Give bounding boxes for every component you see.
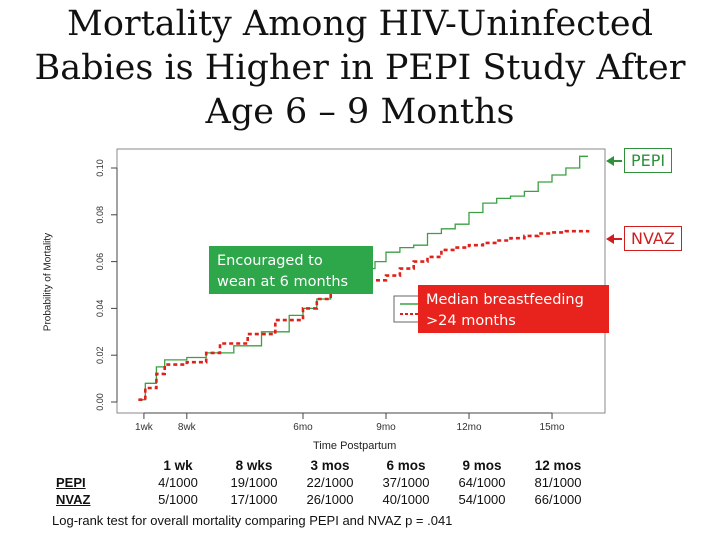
mortality-table: 1 wk 8 wks 3 mos 6 mos 9 mos 12 mos PEPI…	[52, 456, 596, 508]
table-cell: 37/1000	[382, 475, 430, 490]
x-axis: 1wk 8wk 6mo 9mo 12mo 15mo	[135, 412, 565, 433]
table-header-cell: 6 mos	[386, 457, 426, 473]
slide-title: Mortality Among HIV-Uninfected Babies is…	[0, 2, 720, 134]
footnote: Log-rank test for overall mortality comp…	[52, 513, 453, 528]
table-cell: 19/1000	[230, 475, 278, 490]
table-cell: 17/1000	[230, 492, 278, 507]
table-row-pepi: PEPI 4/1000 19/1000 22/1000 37/1000 64/1…	[52, 474, 596, 491]
y-axis-label: Probability of Mortality	[42, 232, 54, 332]
table-cell: 54/1000	[458, 492, 506, 507]
y-tick-label: 0.08	[95, 206, 105, 224]
wean-callout-line-2: wean at 6 months	[217, 274, 349, 290]
series-line-nvaz	[138, 229, 590, 401]
y-axis: 0.00 0.02 0.04 0.06 0.08 0.10	[95, 159, 118, 411]
pepi-arrow-head	[606, 156, 614, 166]
y-tick-label: 0.02	[95, 346, 105, 364]
table-cell: 5/1000	[158, 492, 198, 507]
x-tick-label: 12mo	[457, 422, 482, 433]
table-header-cell: 8 wks	[235, 457, 273, 473]
table-cell: 64/1000	[458, 475, 506, 490]
wean-callout: Encouraged to wean at 6 months	[209, 246, 373, 294]
x-tick-label: 9mo	[376, 422, 396, 433]
inner-legend-box	[393, 295, 421, 323]
y-tick-label: 0.04	[95, 300, 105, 318]
x-tick-label: 6mo	[293, 422, 313, 433]
table-header-cell: 1 wk	[163, 457, 193, 473]
x-tick-label: 15mo	[540, 422, 565, 433]
table-corner	[52, 456, 140, 474]
table-cell: 40/1000	[382, 492, 430, 507]
breastfeeding-callout-line-2: >24 months	[426, 313, 516, 329]
table-header-row: 1 wk 8 wks 3 mos 6 mos 9 mos 12 mos	[52, 456, 596, 474]
pepi-series-tag: PEPI	[624, 148, 673, 173]
x-tick-label: 8wk	[178, 422, 197, 433]
title-line-2: Babies is Higher in PEPI Study After	[34, 48, 686, 88]
table-row-nvaz: NVAZ 5/1000 17/1000 26/1000 40/1000 54/1…	[52, 491, 596, 508]
table-cell: 4/1000	[158, 475, 198, 490]
series-layer	[138, 155, 590, 401]
x-tick-label: 1wk	[135, 422, 154, 433]
title-line-3: Age 6 – 9 Months	[205, 92, 515, 132]
table-cell: 81/1000	[534, 475, 582, 490]
y-tick-label: 0.10	[95, 159, 105, 177]
table-cell: 66/1000	[534, 492, 582, 507]
legend-arrows	[606, 156, 622, 244]
row-label: PEPI	[56, 475, 86, 490]
breastfeeding-callout: Median breastfeeding >24 months	[418, 285, 609, 333]
table-cell: 26/1000	[306, 492, 354, 507]
title-line-1: Mortality Among HIV-Uninfected	[67, 4, 653, 44]
table-header-cell: 3 mos	[310, 457, 350, 473]
wean-callout-line-1: Encouraged to	[217, 253, 323, 269]
nvaz-arrow-head	[606, 234, 614, 244]
x-axis-label-text: Time Postpartum	[313, 440, 397, 452]
breastfeeding-callout-line-1: Median breastfeeding	[426, 292, 584, 308]
y-tick-label: 0.06	[95, 253, 105, 271]
table-header-cell: 9 mos	[462, 457, 502, 473]
table-cell: 22/1000	[306, 475, 354, 490]
nvaz-series-tag: NVAZ	[624, 226, 682, 251]
y-tick-label: 0.00	[95, 393, 105, 411]
row-label: NVAZ	[56, 492, 91, 507]
table-header-cell: 12 mos	[534, 457, 582, 473]
